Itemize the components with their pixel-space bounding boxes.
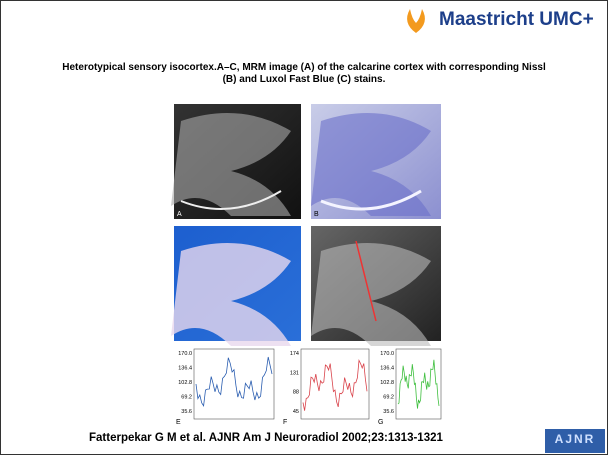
y-tick-label: 131 <box>290 370 299 376</box>
y-tick-label: 174 <box>290 351 299 357</box>
slide: Maastricht UMC+ Heterotypical sensory is… <box>0 0 608 455</box>
y-tick-label: 170.0 <box>178 351 192 357</box>
y-tick-label: 102.8 <box>380 380 394 386</box>
graph-label: F <box>283 419 287 426</box>
graph-frame <box>396 349 441 419</box>
panel-label: A <box>177 211 182 218</box>
y-tick-label: 35.6 <box>181 409 192 415</box>
citation: Fatterpekar G M et al. AJNR Am J Neurora… <box>89 432 443 444</box>
slide-title: Heterotypical sensory isocortex.A–C, MRM… <box>61 62 547 86</box>
y-tick-label: 35.6 <box>383 409 394 415</box>
y-tick-label: 102.8 <box>178 380 192 386</box>
graph-label: E <box>176 419 181 426</box>
graph-label: G <box>378 419 383 426</box>
footer-logo: AJNR <box>545 429 605 453</box>
panel-label: B <box>314 211 319 218</box>
logo-text: Maastricht UMC+ <box>439 9 594 31</box>
y-tick-label: 88 <box>293 390 299 396</box>
y-tick-label: 45 <box>293 409 299 415</box>
y-tick-label: 170.0 <box>380 351 394 357</box>
y-tick-label: 69.2 <box>181 395 192 401</box>
y-tick-label: 136.4 <box>178 366 192 372</box>
y-tick-label: 69.2 <box>383 395 394 401</box>
figure: A B 170.0136.4102.869.235.6E1741318845F1… <box>171 101 446 426</box>
y-tick-label: 136.4 <box>380 366 394 372</box>
